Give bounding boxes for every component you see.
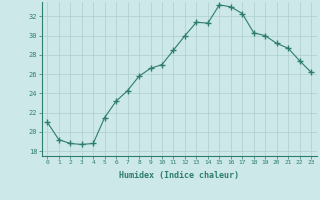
X-axis label: Humidex (Indice chaleur): Humidex (Indice chaleur) — [119, 171, 239, 180]
